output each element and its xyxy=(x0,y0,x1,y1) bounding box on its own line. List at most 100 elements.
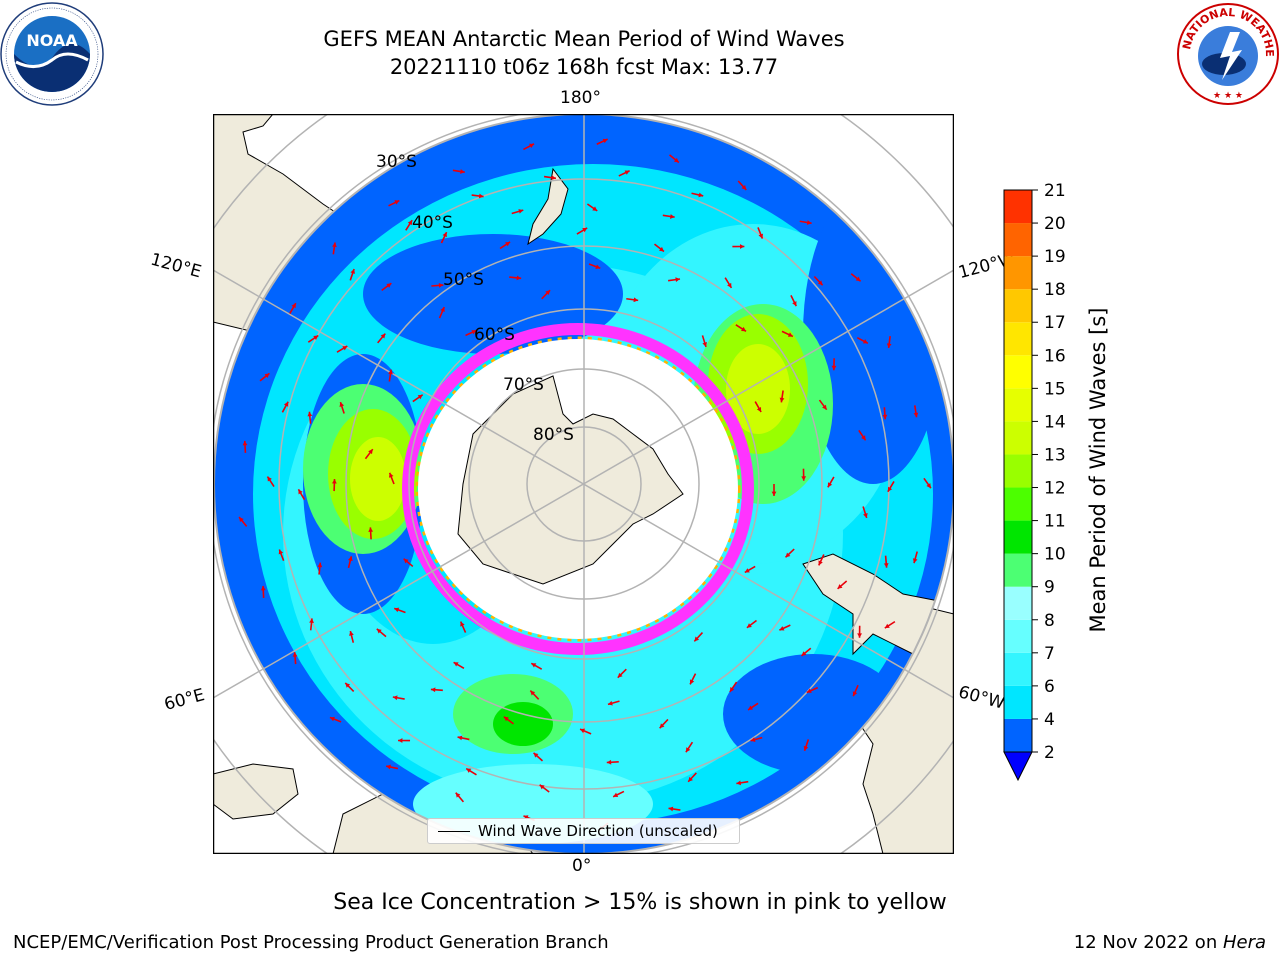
wind-arrow-head xyxy=(756,407,762,413)
wind-arrow-head xyxy=(317,562,323,568)
wind-arrow-head xyxy=(613,792,619,797)
wind-arrow-head xyxy=(505,241,511,247)
wind-arrow-head xyxy=(887,486,893,492)
footer-machine: Hera xyxy=(1222,932,1266,953)
wind-arrow-head xyxy=(417,394,423,400)
wind-arrow-head xyxy=(673,157,679,163)
wind-arrow-head xyxy=(801,476,807,481)
colorbar-box xyxy=(1004,454,1032,488)
wind-arrow-head xyxy=(779,626,785,631)
wind-arrow-head xyxy=(580,728,586,734)
colorbar-box xyxy=(1004,190,1032,224)
wind-arrow-head xyxy=(758,233,764,239)
wind-arrow-head xyxy=(349,631,354,636)
wind-arrow-head xyxy=(883,563,889,568)
wind-arrow-head xyxy=(855,276,861,282)
wind-arrow-head xyxy=(530,690,536,696)
noaa-logo-icon: NOAA xyxy=(0,2,104,106)
wind-arrow-head xyxy=(368,449,373,455)
wind-arrow-head xyxy=(882,414,888,420)
colorbar: 21 20 19 18 17 16 15 14 13 12 11 10 9 8 7 6 4 2 xyxy=(1003,181,1066,782)
wind-arrow-head xyxy=(332,242,337,248)
wind-arrow-head xyxy=(386,764,391,770)
wind-arrow-head xyxy=(806,688,812,693)
wind-arrow-head xyxy=(748,705,754,710)
colorbar-tick-label: 12 xyxy=(1044,479,1066,499)
lat-label-50s: 50°S xyxy=(443,270,484,290)
wind-arrow-head xyxy=(460,169,465,174)
wind-arrow-head xyxy=(518,209,524,214)
wind-arrow-head xyxy=(852,691,858,697)
wind-arrow-head xyxy=(523,815,529,820)
wind-arrow-head xyxy=(787,332,793,337)
colorbar-tick-label: 7 xyxy=(1044,644,1055,664)
wind-arrow-head xyxy=(453,662,459,667)
wind-arrow-head xyxy=(466,768,472,773)
nws-logo-icon: NATIONAL WEATHER SERVICE ★ ★ ★ xyxy=(1176,2,1279,105)
wind-arrow-head xyxy=(292,652,298,657)
wind-arrow-head xyxy=(633,297,639,303)
lat-label-30s: 30°S xyxy=(376,152,417,172)
wind-arrow-head xyxy=(822,404,827,410)
wind-arrow-head xyxy=(675,277,681,282)
wind-arrow-head xyxy=(617,672,623,678)
wind-arrow-head xyxy=(442,232,447,238)
wind-arrow-head xyxy=(388,369,393,375)
wind-arrow-head xyxy=(529,143,535,149)
colorbar-box xyxy=(1004,553,1032,587)
colorbar-tick-label: 15 xyxy=(1044,379,1066,399)
wind-arrow-head xyxy=(806,220,812,225)
wind-arrow-head xyxy=(478,193,484,199)
wind-arrow-head xyxy=(689,679,695,685)
wind-arrow-head xyxy=(685,747,691,753)
colorbar-box xyxy=(1004,256,1032,290)
wind-arrow-head xyxy=(345,682,351,688)
wind-arrow-head xyxy=(331,479,337,484)
wind-arrow-head xyxy=(313,335,319,340)
wind-arrow-head xyxy=(471,330,477,335)
colorbar-box xyxy=(1004,223,1032,257)
lat-label-80s: 80°S xyxy=(533,425,574,445)
wind-arrow-head xyxy=(455,792,461,798)
wind-arrow-head xyxy=(831,365,837,371)
noaa-logo-text: NOAA xyxy=(26,31,78,50)
wind-arrow-head xyxy=(886,343,892,349)
wind-arrow-head xyxy=(350,268,355,274)
lat-label-40s: 40°S xyxy=(412,213,453,233)
wind-arrow-head xyxy=(329,716,335,722)
colorbar-tick-label: 19 xyxy=(1044,247,1066,267)
legend-line-icon xyxy=(438,831,470,832)
wind-arrow-head xyxy=(389,472,394,478)
colorbar-tick-label: 9 xyxy=(1044,578,1055,598)
sea-ice-note: Sea Ice Concentration > 15% is shown in … xyxy=(333,890,947,915)
colorbar-box xyxy=(1004,652,1032,686)
colorbar-box xyxy=(1004,520,1032,554)
wind-arrow-head xyxy=(803,745,809,751)
wind-arrow-head xyxy=(688,776,693,782)
wind-arrow-head xyxy=(694,636,700,642)
wind-arrow-head xyxy=(582,227,588,233)
lon-label-180: 180° xyxy=(560,88,601,108)
wind-arrow-head xyxy=(702,342,707,347)
wind-arrow-head xyxy=(606,759,612,765)
wind-arrow-head xyxy=(736,780,742,786)
wind-arrow-head xyxy=(545,290,551,295)
wind-arrow-head xyxy=(430,687,436,693)
map-title: GEFS MEAN Antarctic Mean Period of Wind … xyxy=(323,27,845,51)
footer-date-text: 12 Nov 2022 on xyxy=(1073,932,1223,953)
wind-arrow-head xyxy=(863,513,868,518)
wind-arrow-head xyxy=(267,476,272,482)
wind-arrow-head xyxy=(801,651,807,656)
wind-arrow-head xyxy=(260,585,266,591)
wind-arrow-head xyxy=(460,621,465,627)
wind-arrow-head xyxy=(792,301,797,307)
wind-arrow-head xyxy=(239,517,244,522)
wind-arrow-head xyxy=(624,170,630,175)
wind-arrow-head xyxy=(669,214,675,219)
wind-arrow-head xyxy=(729,686,735,692)
colorbar-tick-label: 8 xyxy=(1044,611,1055,631)
wind-arrow-head xyxy=(659,723,665,729)
wind-arrow-head xyxy=(837,584,843,589)
map-border xyxy=(213,114,954,854)
colorbar-tick-label: 14 xyxy=(1044,412,1066,432)
